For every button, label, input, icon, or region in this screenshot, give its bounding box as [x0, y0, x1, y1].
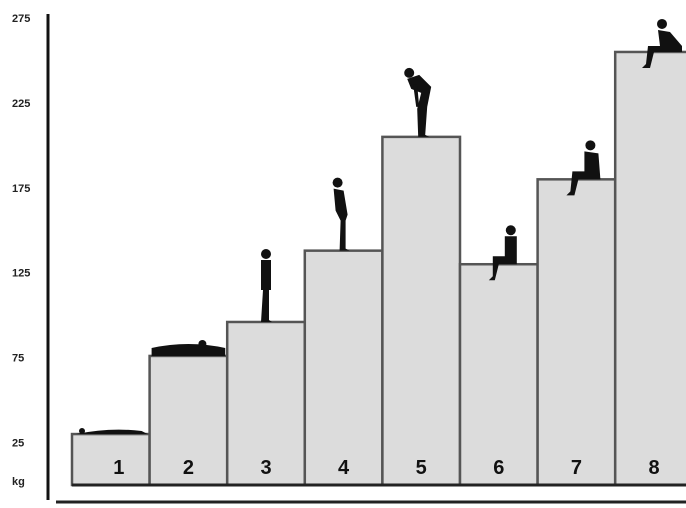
- sitting-upright-figure-icon: [488, 225, 517, 281]
- y-tick-label: 125: [12, 268, 30, 280]
- category-label-7: 7: [571, 457, 582, 479]
- y-tick-label: 275: [12, 13, 30, 25]
- category-label-8: 8: [648, 457, 659, 479]
- y-unit-label: kg: [12, 476, 25, 488]
- sitting-forward-figure-icon: [642, 18, 682, 68]
- figure-head: [404, 67, 415, 78]
- bar-5: [381, 135, 462, 487]
- y-tick-labels: 275 225 175 125 75 25: [12, 13, 30, 450]
- figure-body: [261, 259, 272, 322]
- lying-figure-icon: [76, 428, 148, 435]
- bar-8: [613, 50, 686, 487]
- lying-figure-icon: [151, 339, 226, 356]
- category-label-2: 2: [183, 457, 194, 479]
- y-tick-label: 25: [12, 438, 24, 450]
- standing-figure-icon: [261, 248, 272, 322]
- figure-body: [566, 151, 601, 196]
- figure-head: [79, 428, 85, 435]
- figure-body: [151, 343, 226, 356]
- category-label-4: 4: [338, 457, 350, 479]
- bars: [70, 50, 686, 487]
- y-tick-label: 225: [12, 98, 30, 110]
- category-label-1: 1: [113, 457, 124, 479]
- figure-head: [657, 18, 667, 29]
- bar-6: [458, 262, 539, 487]
- sitting-leaning-figure-icon: [566, 140, 601, 196]
- figure-body: [488, 236, 517, 281]
- bending-forward-figure-icon: [404, 67, 432, 137]
- category-label-3: 3: [260, 457, 271, 479]
- x-tick-labels: 1 2 3 4 5 6 7 8: [113, 457, 659, 479]
- bar-3: [225, 320, 307, 487]
- figure-body: [333, 188, 350, 251]
- bar-4: [303, 249, 384, 487]
- figures: [76, 18, 682, 435]
- y-tick-label: 175: [12, 183, 30, 195]
- figure-head: [505, 225, 516, 236]
- y-tick-label: 75: [12, 353, 24, 365]
- figure-body: [76, 429, 148, 435]
- figure-head: [261, 248, 271, 259]
- bar-1: [70, 432, 151, 487]
- category-label-6: 6: [493, 457, 504, 479]
- bar-7: [536, 178, 617, 487]
- figure-arm: [413, 84, 420, 107]
- standing-bent-figure-icon: [332, 177, 350, 251]
- figure-head: [585, 140, 596, 151]
- figure-head: [332, 177, 343, 188]
- figure-body: [407, 74, 432, 137]
- figure-body: [642, 29, 682, 68]
- figure-head: [198, 339, 207, 348]
- category-label-5: 5: [416, 457, 427, 479]
